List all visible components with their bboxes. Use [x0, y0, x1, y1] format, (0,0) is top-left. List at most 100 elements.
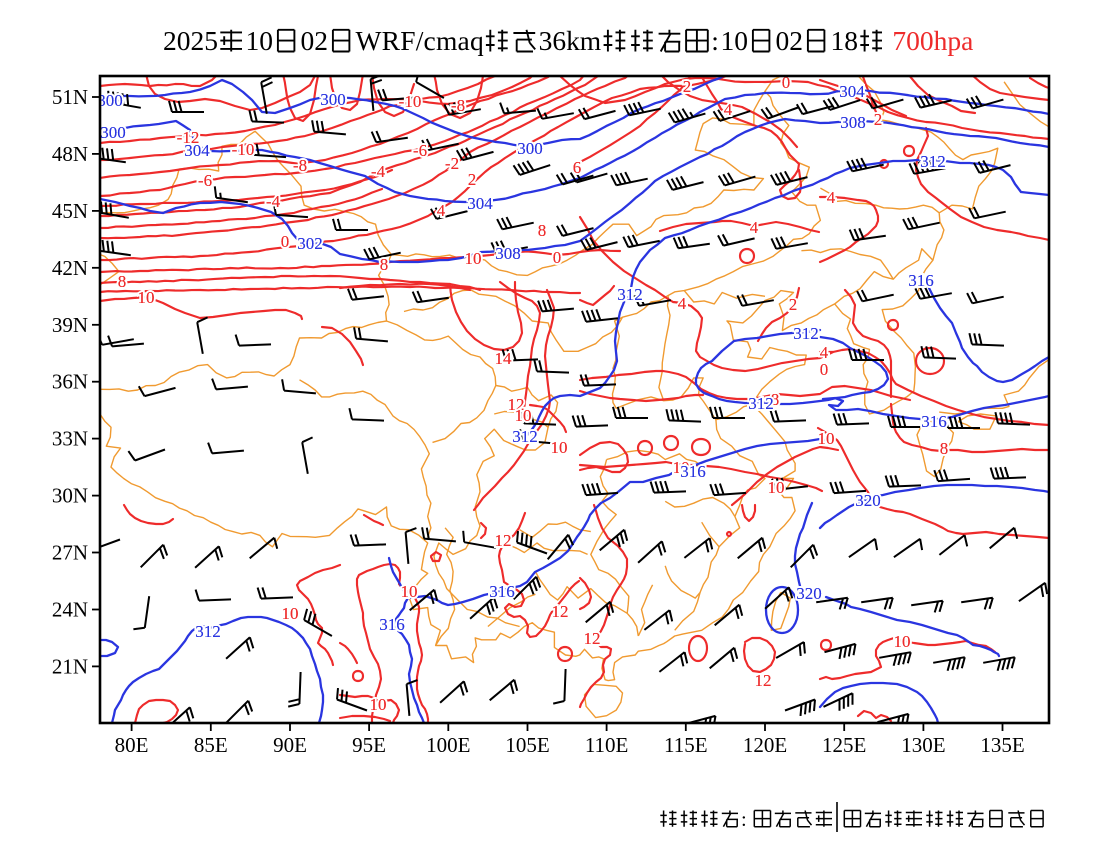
svg-text:8: 8	[538, 221, 547, 240]
svg-text:36N: 36N	[52, 370, 88, 394]
svg-text:4: 4	[750, 218, 759, 237]
svg-text:312: 312	[195, 622, 221, 641]
svg-text:10: 10	[138, 288, 155, 307]
svg-text:6: 6	[573, 158, 582, 177]
svg-text:10: 10	[465, 249, 482, 268]
svg-text:12: 12	[552, 602, 569, 621]
svg-text:0: 0	[281, 232, 290, 251]
svg-text:10: 10	[768, 478, 785, 497]
svg-text:-8: -8	[293, 156, 307, 175]
svg-text:10: 10	[673, 458, 690, 477]
svg-text:308: 308	[840, 113, 866, 132]
svg-text:2: 2	[683, 77, 692, 96]
svg-text:312: 312	[748, 394, 774, 413]
svg-text:0: 0	[782, 73, 791, 92]
svg-text:10: 10	[282, 604, 299, 623]
svg-text:2: 2	[468, 170, 477, 189]
svg-text:300: 300	[97, 91, 123, 110]
svg-text:8: 8	[380, 255, 389, 274]
svg-text:312: 312	[617, 285, 643, 304]
svg-text:-4: -4	[371, 162, 386, 181]
svg-text:4: 4	[750, 218, 759, 237]
svg-text:-6: -6	[198, 171, 212, 190]
svg-text:0: 0	[553, 248, 562, 267]
svg-text:316: 316	[379, 615, 405, 634]
svg-text:700hpa: 700hpa	[892, 25, 973, 56]
svg-text:4: 4	[827, 188, 836, 207]
svg-text:302: 302	[297, 234, 323, 253]
svg-text:2: 2	[789, 295, 798, 314]
svg-text:10: 10	[818, 429, 835, 448]
svg-text:312: 312	[512, 427, 538, 446]
svg-text:312: 312	[195, 622, 221, 641]
svg-text:4: 4	[437, 201, 446, 220]
svg-text:10: 10	[721, 25, 749, 56]
svg-text:-10: -10	[232, 140, 255, 159]
svg-text:-4: -4	[266, 192, 281, 211]
svg-text:12: 12	[584, 629, 601, 648]
svg-text:2: 2	[683, 77, 692, 96]
svg-text:130E: 130E	[901, 733, 945, 757]
svg-text:8: 8	[940, 439, 949, 458]
svg-text:10: 10	[894, 632, 911, 651]
svg-text:10: 10	[551, 438, 568, 457]
svg-text:312: 312	[617, 285, 643, 304]
svg-text:320: 320	[796, 584, 822, 603]
svg-text:316: 316	[921, 412, 947, 431]
svg-text:12: 12	[552, 602, 569, 621]
svg-text:4: 4	[437, 201, 446, 220]
svg-text:316: 316	[489, 582, 515, 601]
svg-text:4: 4	[724, 100, 733, 119]
svg-text:-6: -6	[413, 141, 427, 160]
svg-text:-4: -4	[266, 192, 281, 211]
svg-text:312: 312	[748, 394, 774, 413]
svg-text:300: 300	[320, 90, 346, 109]
svg-text:-6: -6	[198, 171, 212, 190]
svg-text:95E: 95E	[352, 733, 386, 757]
svg-text:4: 4	[678, 294, 687, 313]
svg-text:0: 0	[820, 360, 829, 379]
svg-text:312: 312	[920, 152, 946, 171]
svg-text:12: 12	[495, 531, 512, 550]
svg-text:12: 12	[495, 531, 512, 550]
svg-text:8: 8	[538, 221, 547, 240]
svg-text:-2: -2	[445, 154, 459, 173]
svg-text:10: 10	[768, 478, 785, 497]
svg-text:8: 8	[118, 272, 127, 291]
svg-text:125E: 125E	[822, 733, 866, 757]
svg-text:2: 2	[874, 110, 883, 129]
svg-text:316: 316	[680, 462, 706, 481]
svg-text:10: 10	[138, 288, 155, 307]
svg-text:316: 316	[908, 271, 934, 290]
svg-text:135E: 135E	[980, 733, 1024, 757]
svg-text:8: 8	[771, 390, 780, 409]
svg-text:300: 300	[517, 139, 543, 158]
svg-text:-4: -4	[371, 162, 386, 181]
svg-text:304: 304	[184, 141, 210, 160]
svg-text:36km: 36km	[539, 25, 602, 56]
svg-text:14: 14	[495, 349, 513, 368]
svg-text::: :	[741, 809, 747, 831]
svg-text:10: 10	[818, 429, 835, 448]
svg-text:30N: 30N	[52, 484, 88, 508]
svg-text:304: 304	[467, 194, 493, 213]
svg-text:14: 14	[495, 349, 513, 368]
svg-text:27N: 27N	[52, 541, 88, 565]
svg-text:10: 10	[370, 695, 387, 714]
svg-text:80E: 80E	[115, 733, 149, 757]
svg-text:10: 10	[246, 25, 274, 56]
svg-text:10: 10	[551, 438, 568, 457]
svg-text:90E: 90E	[273, 733, 307, 757]
svg-text:316: 316	[489, 582, 515, 601]
svg-text:100E: 100E	[426, 733, 470, 757]
svg-text:2: 2	[874, 110, 883, 129]
svg-text:312: 312	[512, 427, 538, 446]
svg-text:308: 308	[495, 244, 521, 263]
svg-text:312: 312	[920, 152, 946, 171]
svg-text:304: 304	[839, 82, 865, 101]
svg-text:51N: 51N	[52, 85, 88, 109]
svg-text:105E: 105E	[505, 733, 549, 757]
svg-text:48N: 48N	[52, 142, 88, 166]
svg-text:2: 2	[789, 295, 798, 314]
svg-text:10: 10	[515, 406, 532, 425]
